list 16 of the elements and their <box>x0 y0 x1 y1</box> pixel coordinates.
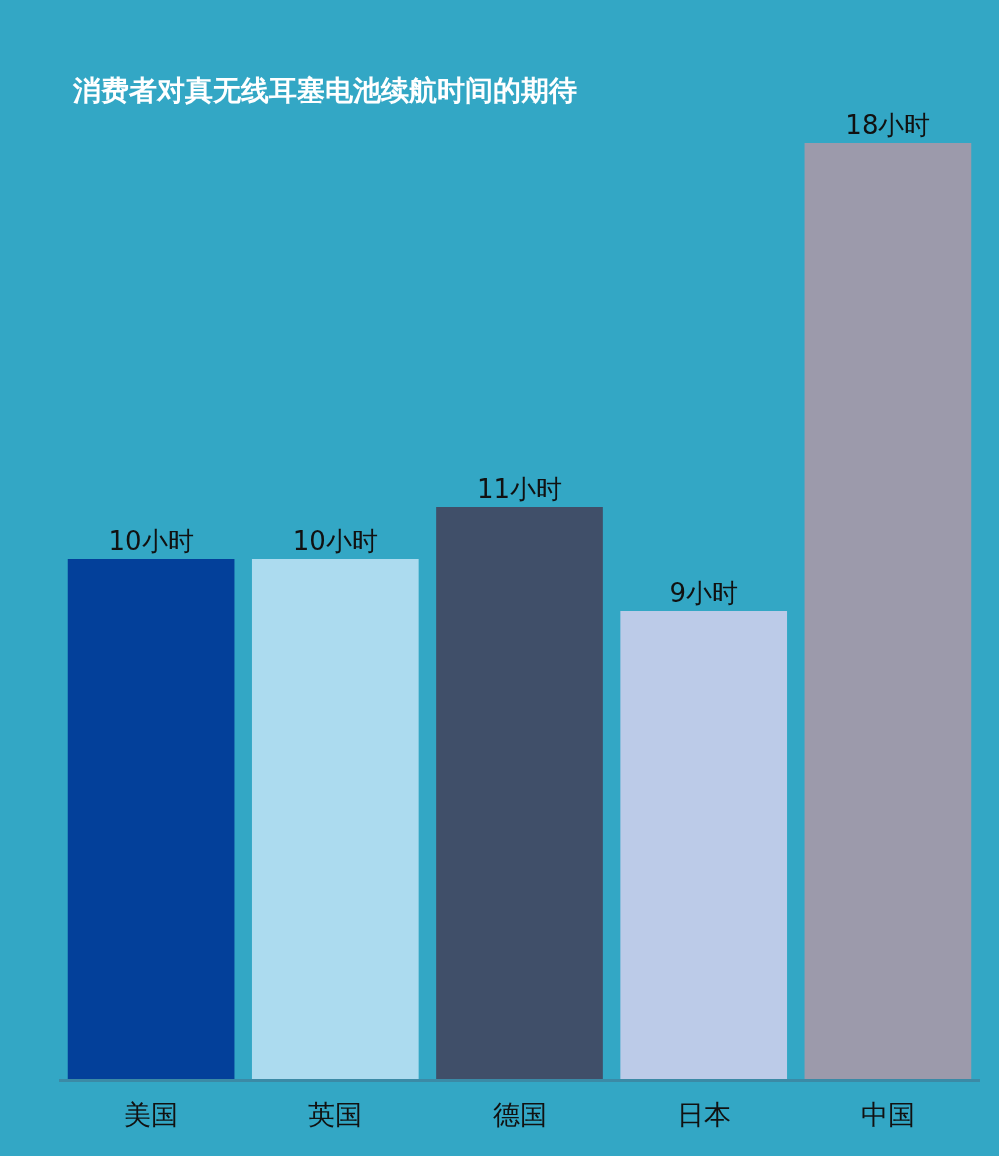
x-tick-label: 日本 <box>676 1099 731 1131</box>
data-label: 10小时 <box>292 525 378 556</box>
x-tick-label: 美国 <box>124 1099 179 1131</box>
chart-title: 消费者对真无线耳塞电池续航时间的期待 <box>72 73 577 107</box>
data-label: 11小时 <box>476 473 563 504</box>
x-tick-label: 中国 <box>860 1099 915 1131</box>
bar <box>67 558 235 1079</box>
data-label: 9小时 <box>669 577 738 608</box>
x-tick-label: 德国 <box>492 1099 547 1131</box>
x-tick-label: 英国 <box>308 1099 363 1131</box>
bar <box>251 558 419 1079</box>
data-label: 18小时 <box>845 109 931 140</box>
bar <box>620 610 788 1079</box>
bar <box>804 142 972 1079</box>
bar <box>436 506 603 1079</box>
data-label: 10小时 <box>108 525 194 556</box>
